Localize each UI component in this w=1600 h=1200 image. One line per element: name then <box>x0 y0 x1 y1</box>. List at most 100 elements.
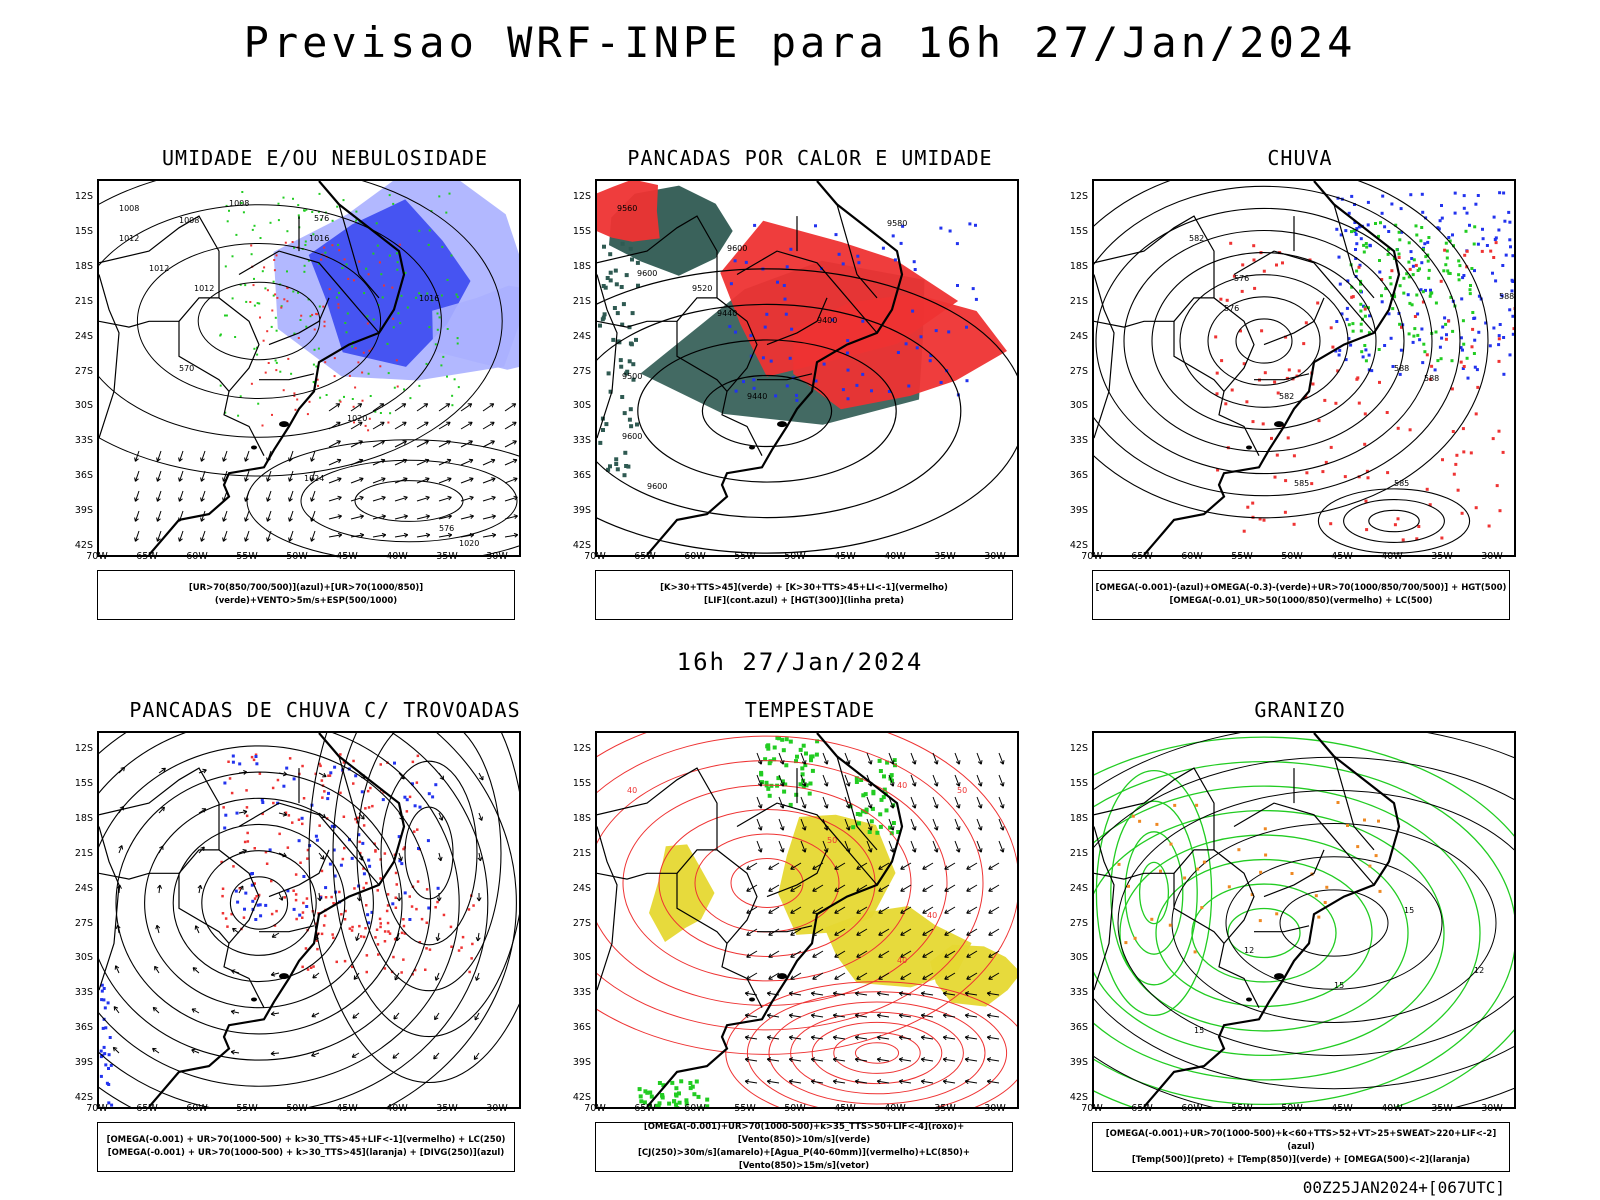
omega-blue-shade <box>1500 294 1504 298</box>
omega-blue-shade <box>1335 320 1339 323</box>
divergence-blue-shade <box>328 862 332 866</box>
omega-blue-shade <box>1508 308 1512 312</box>
uplift-red-shade <box>1240 289 1244 293</box>
thunderstorm-red-shade <box>275 909 278 913</box>
uplift-red-shade <box>1355 377 1359 381</box>
thickness-red-contour <box>266 289 269 292</box>
humidity-green-contour <box>355 219 358 222</box>
panel-6-y-tick-label: 39S <box>1069 1057 1088 1069</box>
humidity-green-contour <box>420 294 423 297</box>
humidity-green-contour <box>304 244 307 246</box>
height-contour <box>1317 488 1471 554</box>
panel-3-legend: [OMEGA(-0.001)-(azul)+OMEGA(-0.3)-(verde… <box>1092 570 1510 620</box>
streamline-arrow-head <box>320 855 325 860</box>
humidity-green-contour <box>345 331 348 334</box>
jet-stream-yellow-shade <box>778 814 896 935</box>
wind-vector-head <box>889 782 895 787</box>
humidity-green-contour <box>403 388 405 391</box>
divergence-blue-shade <box>102 987 106 990</box>
lifted-index-blue-contour <box>939 226 943 230</box>
wind-vector-head <box>788 1079 794 1085</box>
thunderstorm-red-shade <box>287 814 291 817</box>
divergence-blue-shade <box>298 913 302 917</box>
wind-vector-head <box>744 1013 750 1019</box>
wind-850-green-shade <box>864 807 869 812</box>
lifted-index-blue-contour <box>861 319 865 323</box>
panel-2-y-tick-label: 39S <box>572 505 591 517</box>
humidity-green-contour <box>292 290 295 293</box>
omega-green-shade <box>1450 359 1454 363</box>
wind-vector-head <box>845 760 851 765</box>
thickness-red-contour <box>263 266 266 269</box>
thickness-red-contour <box>293 392 296 395</box>
wind-vector-head <box>999 848 1005 853</box>
thunderstorm-red-shade <box>468 970 471 974</box>
panel-2-y-tick-label: 18S <box>572 260 591 272</box>
thickness-red-contour <box>353 279 355 282</box>
wind-vector-head <box>310 517 315 522</box>
omega-blue-shade <box>1338 282 1342 286</box>
wind-850-green-shade <box>890 778 894 783</box>
wind-vector <box>965 1080 978 1084</box>
wind-850-green-shade <box>780 737 785 742</box>
omega-blue-shade <box>1426 240 1430 244</box>
wind-vector <box>866 840 872 853</box>
thickness-red-contour <box>354 347 357 350</box>
lifted-index-blue-contour <box>790 327 794 331</box>
thickness-red-contour <box>280 306 283 309</box>
convective-green-shade <box>614 282 619 287</box>
wind-vector <box>288 450 294 462</box>
wind-vector <box>200 470 206 482</box>
wind-vector-head <box>156 497 161 502</box>
panel-6-border-line <box>1173 873 1225 944</box>
humidity-green-contour <box>231 255 234 258</box>
humidity-green-contour <box>277 202 280 205</box>
thickness-red-contour <box>317 384 319 387</box>
wind-vector <box>504 534 518 538</box>
thunderstorm-red-shade <box>428 948 432 951</box>
omega-blue-shade <box>1481 237 1485 241</box>
wind-vector-head <box>768 953 773 958</box>
wind-850-green-shade <box>654 1103 659 1107</box>
streamline-arrow <box>271 972 280 976</box>
panel-1-x-tick-label: 40W <box>386 551 408 562</box>
omega-blue-shade <box>1345 317 1349 321</box>
humidity-green-contour <box>311 211 314 213</box>
humidity-green-contour <box>336 205 339 208</box>
convective-green-shade <box>619 364 624 369</box>
omega-blue-shade <box>1511 332 1514 336</box>
wind-vector <box>156 490 162 502</box>
humidity-green-contour <box>277 219 280 222</box>
omega-green-shade <box>1405 272 1409 276</box>
wind-vector-head <box>134 457 139 462</box>
lifted-index-blue-contour <box>788 356 792 360</box>
wind-850-green-shade <box>878 824 883 829</box>
panel-1-border-line <box>259 373 315 381</box>
wind-vector <box>372 477 386 484</box>
panel-2-legend-line: [LIF](cont.azul) + [HGT(300)](linha pret… <box>703 596 905 606</box>
wind-vector <box>899 1058 912 1062</box>
wind-vector <box>288 470 294 482</box>
lifted-index-blue-contour <box>861 372 865 376</box>
panel-5-y-tick-label: 39S <box>572 1057 591 1069</box>
uplift-red-shade <box>1283 510 1287 514</box>
wind-vector <box>504 403 516 412</box>
thunderstorm-red-shade <box>301 916 304 919</box>
omega-blue-shade <box>1502 372 1506 376</box>
thickness-red-contour <box>271 413 273 416</box>
humidity-green-contour <box>297 214 300 217</box>
wind-vector-head <box>876 1057 882 1063</box>
wind-vector <box>921 992 934 996</box>
convective-green-shade <box>614 462 619 466</box>
uplift-red-shade <box>1385 411 1389 414</box>
lifted-index-blue-contour <box>763 325 767 329</box>
wind-vector-head <box>823 804 829 809</box>
omega-green-shade <box>1434 330 1438 334</box>
streamline-arrow <box>478 772 484 781</box>
streamline-arrow <box>238 849 247 854</box>
divergence-blue-shade <box>370 910 374 914</box>
omega-blue-shade <box>1354 257 1358 260</box>
omega-green-shade <box>1364 242 1368 245</box>
wind-850-green-shade <box>885 760 890 765</box>
humidity-green-contour <box>456 342 459 345</box>
